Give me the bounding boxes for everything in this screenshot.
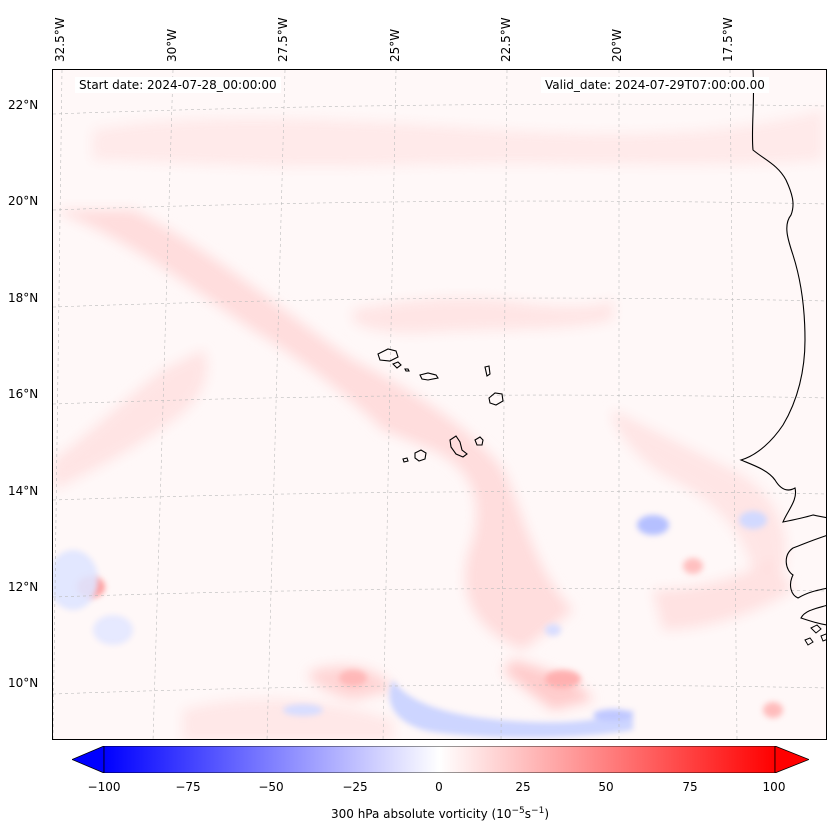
lat-label-14n: 14°N [8, 484, 39, 498]
lat-label-12n: 12°N [8, 580, 39, 594]
lon-label-17-5w: 17.5°W [721, 17, 735, 62]
valid-date-label: Valid_date: 2024-07-29T07:00:00.00 [541, 77, 769, 93]
lat-label-10n: 10°N [8, 676, 39, 690]
lat-label-20n: 20°N [8, 194, 39, 208]
lat-label-18n: 18°N [8, 291, 39, 305]
colorbar-tick-minus100: −100 [87, 780, 121, 794]
lon-label-20w: 20°W [610, 28, 624, 62]
colorbar-label-exp2: −1 [531, 806, 545, 816]
lon-label-30w: 30°W [165, 28, 179, 62]
lon-label-22-5w: 22.5°W [499, 17, 513, 62]
colorbar-label-main: 300 hPa absolute vorticity (10 [330, 807, 512, 821]
island-santiago [449, 435, 468, 458]
colorbar-tick-minus75: −75 [175, 780, 201, 794]
bijagos-islands [804, 624, 826, 646]
island-sal [484, 365, 491, 377]
colorbar-label-exp1: −5 [511, 806, 525, 816]
island-brava [402, 457, 409, 463]
africa-coastline [739, 70, 826, 626]
negative-vorticity-field [53, 511, 767, 738]
island-maio [474, 436, 484, 446]
colorbar-label-end: ) [544, 807, 550, 821]
map-panel: Start date: 2024-07-28_00:00:00 Valid_da… [52, 69, 827, 740]
colorbar-low-extend [72, 746, 105, 773]
island-sao-nicolau [419, 372, 439, 381]
colorbar-scale [103, 746, 776, 773]
lon-label-32-5w: 32.5°W [53, 17, 67, 62]
island-fogo [414, 449, 427, 462]
colorbar [72, 746, 809, 773]
island-boa-vista [488, 392, 504, 406]
colorbar-tick-0: 0 [435, 780, 443, 794]
colorbar-tick-75: 75 [682, 780, 698, 794]
colorbar-tick-minus25: −25 [342, 780, 368, 794]
cape-verde-islands [377, 348, 504, 463]
colorbar-tick-minus50: −50 [258, 780, 284, 794]
island-sao-vicente [392, 361, 402, 369]
colorbar-label-mid: s [524, 807, 532, 821]
gridlines [53, 70, 826, 739]
lon-label-27-5w: 27.5°W [276, 17, 290, 62]
colorbar-tick-50: 50 [598, 780, 614, 794]
lon-label-25w: 25°W [388, 28, 402, 62]
lat-label-16n: 16°N [8, 387, 39, 401]
colorbar-tick-25: 25 [515, 780, 531, 794]
colorbar-label: 300 hPa absolute vorticity (10−5s−1) [0, 806, 837, 821]
lat-label-22n: 22°N [8, 98, 39, 112]
island-santo-antao [377, 348, 399, 362]
start-date-label: Start date: 2024-07-28_00:00:00 [75, 77, 281, 93]
positive-vorticity-field [53, 110, 823, 739]
colorbar-high-extend [774, 746, 809, 773]
vorticity-map [53, 70, 826, 739]
island-santa-luzia [404, 368, 410, 372]
colorbar-tick-100: 100 [762, 780, 786, 794]
